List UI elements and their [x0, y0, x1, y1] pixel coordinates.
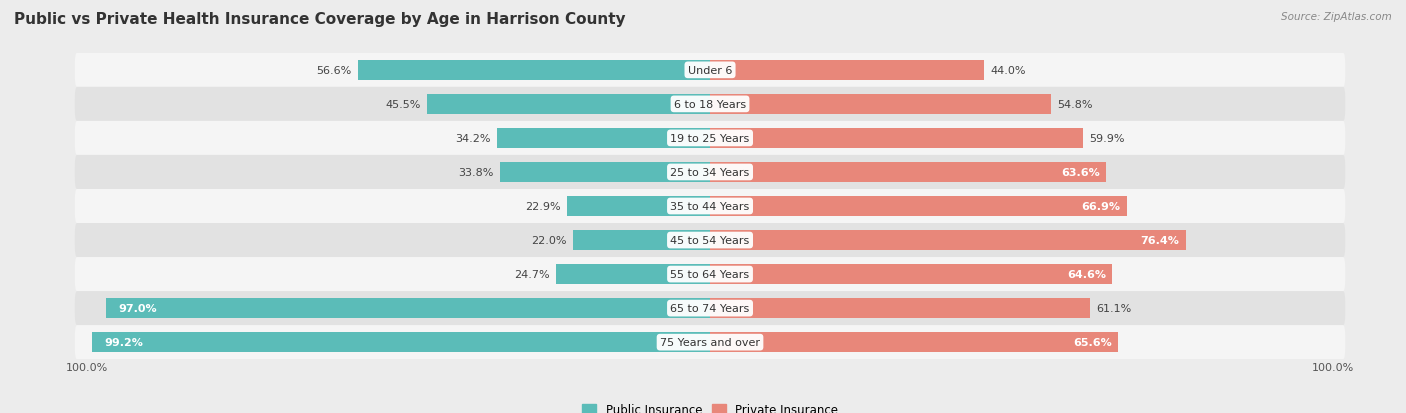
Bar	[710, 163, 1107, 183]
Bar	[93, 332, 710, 352]
Text: 65.6%: 65.6%	[1074, 337, 1112, 347]
Bar	[710, 61, 984, 81]
Text: 99.2%: 99.2%	[105, 337, 143, 347]
Text: 44.0%: 44.0%	[990, 66, 1026, 76]
Text: 33.8%: 33.8%	[458, 168, 494, 178]
Text: 61.1%: 61.1%	[1097, 304, 1132, 313]
Text: 45 to 54 Years: 45 to 54 Years	[671, 235, 749, 245]
Text: 56.6%: 56.6%	[316, 66, 352, 76]
Text: 6 to 18 Years: 6 to 18 Years	[673, 100, 747, 109]
Text: 63.6%: 63.6%	[1062, 168, 1099, 178]
Bar	[499, 163, 710, 183]
Bar	[427, 95, 710, 114]
Bar	[710, 197, 1126, 216]
Bar	[357, 61, 710, 81]
Text: 65 to 74 Years: 65 to 74 Years	[671, 304, 749, 313]
Text: 54.8%: 54.8%	[1057, 100, 1092, 109]
Text: 35 to 44 Years: 35 to 44 Years	[671, 202, 749, 211]
Bar	[710, 332, 1119, 352]
FancyBboxPatch shape	[75, 292, 1346, 325]
FancyBboxPatch shape	[75, 121, 1346, 156]
FancyBboxPatch shape	[75, 190, 1346, 223]
Text: Public vs Private Health Insurance Coverage by Age in Harrison County: Public vs Private Health Insurance Cover…	[14, 12, 626, 27]
FancyBboxPatch shape	[75, 325, 1346, 359]
Text: 45.5%: 45.5%	[385, 100, 420, 109]
FancyBboxPatch shape	[75, 156, 1346, 190]
Text: 64.6%: 64.6%	[1067, 269, 1107, 280]
FancyBboxPatch shape	[75, 223, 1346, 257]
Text: 25 to 34 Years: 25 to 34 Years	[671, 168, 749, 178]
Text: 59.9%: 59.9%	[1090, 133, 1125, 144]
FancyBboxPatch shape	[75, 88, 1346, 121]
Bar	[574, 230, 710, 250]
Bar	[710, 265, 1112, 284]
FancyBboxPatch shape	[75, 257, 1346, 292]
Bar	[710, 230, 1185, 250]
Text: Source: ZipAtlas.com: Source: ZipAtlas.com	[1281, 12, 1392, 22]
Text: 22.0%: 22.0%	[531, 235, 567, 245]
Text: 97.0%: 97.0%	[118, 304, 157, 313]
Bar	[710, 299, 1091, 318]
Bar	[105, 299, 710, 318]
Text: 76.4%: 76.4%	[1140, 235, 1180, 245]
Text: 66.9%: 66.9%	[1081, 202, 1121, 211]
Text: Under 6: Under 6	[688, 66, 733, 76]
Bar	[498, 129, 710, 148]
Text: 19 to 25 Years: 19 to 25 Years	[671, 133, 749, 144]
Bar	[568, 197, 710, 216]
Text: 22.9%: 22.9%	[526, 202, 561, 211]
Bar	[710, 95, 1052, 114]
Text: 55 to 64 Years: 55 to 64 Years	[671, 269, 749, 280]
Text: 24.7%: 24.7%	[515, 269, 550, 280]
Bar	[557, 265, 710, 284]
Bar	[710, 129, 1083, 148]
Text: 34.2%: 34.2%	[456, 133, 491, 144]
Text: 75 Years and over: 75 Years and over	[659, 337, 761, 347]
Legend: Public Insurance, Private Insurance: Public Insurance, Private Insurance	[578, 398, 842, 413]
FancyBboxPatch shape	[75, 54, 1346, 88]
